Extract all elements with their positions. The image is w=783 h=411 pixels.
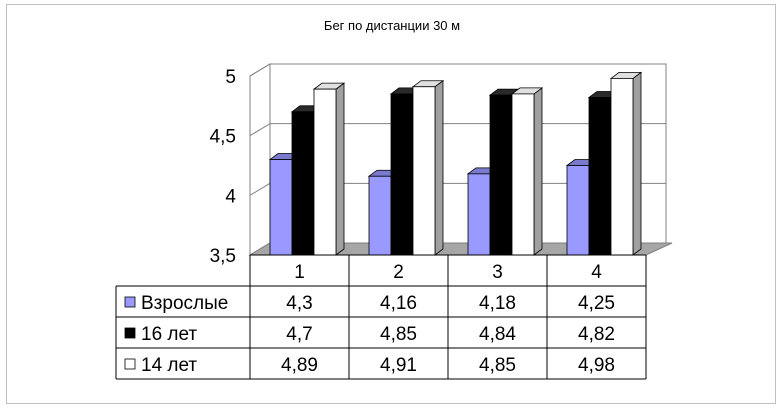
bar-front xyxy=(610,77,634,256)
bar-front xyxy=(511,93,535,256)
data-label: 4,85 xyxy=(479,355,516,376)
data-label: 4,16 xyxy=(380,293,417,314)
legend-entry: 14 лет xyxy=(141,355,197,376)
bar-front xyxy=(588,97,612,256)
data-label: 4,18 xyxy=(479,293,516,314)
data-label: 4,84 xyxy=(479,324,516,345)
data-label: 4,3 xyxy=(286,293,312,314)
data-label: 4,25 xyxy=(578,293,615,314)
bar-front xyxy=(390,93,414,256)
bar-side xyxy=(335,82,345,256)
bar-front xyxy=(291,111,315,256)
data-label: 4,85 xyxy=(380,324,417,345)
category-label: 1 xyxy=(294,262,305,283)
bar-front xyxy=(412,86,436,256)
data-label: 4,7 xyxy=(286,324,312,345)
y-tick-label: 4,5 xyxy=(210,127,236,148)
gridline-side xyxy=(249,63,271,77)
bar-front xyxy=(368,175,392,256)
y-tick-label: 5 xyxy=(225,67,236,88)
category-label: 2 xyxy=(393,262,404,283)
bar xyxy=(609,71,643,256)
legend-entry: Взрослые xyxy=(141,293,228,314)
bar-side xyxy=(533,87,543,256)
bar-front xyxy=(269,159,293,256)
bars xyxy=(268,71,643,256)
bar-front xyxy=(467,173,491,256)
data-label: 4,89 xyxy=(281,355,318,376)
bar-side xyxy=(434,79,444,256)
gridline-side xyxy=(249,182,271,196)
legend-swatch xyxy=(124,296,136,308)
bar xyxy=(411,79,445,256)
y-tick-label: 3,5 xyxy=(210,246,236,267)
data-label: 4,98 xyxy=(578,355,615,376)
data-label: 4,91 xyxy=(380,355,417,376)
legend-swatch xyxy=(124,327,136,339)
bar xyxy=(510,87,544,256)
bar-front xyxy=(313,88,337,256)
bar-front xyxy=(566,165,590,256)
category-label: 4 xyxy=(591,262,602,283)
data-table: 1 2 3 4 Взрослые 4,3 4,16 4,18 4,25 16 лет 4,7 4,85… xyxy=(115,254,647,380)
side-wall xyxy=(249,63,271,256)
legend-swatch xyxy=(124,358,136,370)
legend-entry: 16 лет xyxy=(141,324,197,345)
category-label: 3 xyxy=(492,262,503,283)
bar-side xyxy=(632,71,642,256)
chart-title: Бег по дистанции 30 м xyxy=(324,18,460,33)
gridline-side xyxy=(249,123,271,137)
y-tick-label: 4 xyxy=(225,186,236,207)
data-label: 4,82 xyxy=(578,324,615,345)
bar-front xyxy=(489,94,513,256)
y-axis: 3,5 4 4,5 5 xyxy=(210,67,237,267)
bar xyxy=(312,82,346,256)
